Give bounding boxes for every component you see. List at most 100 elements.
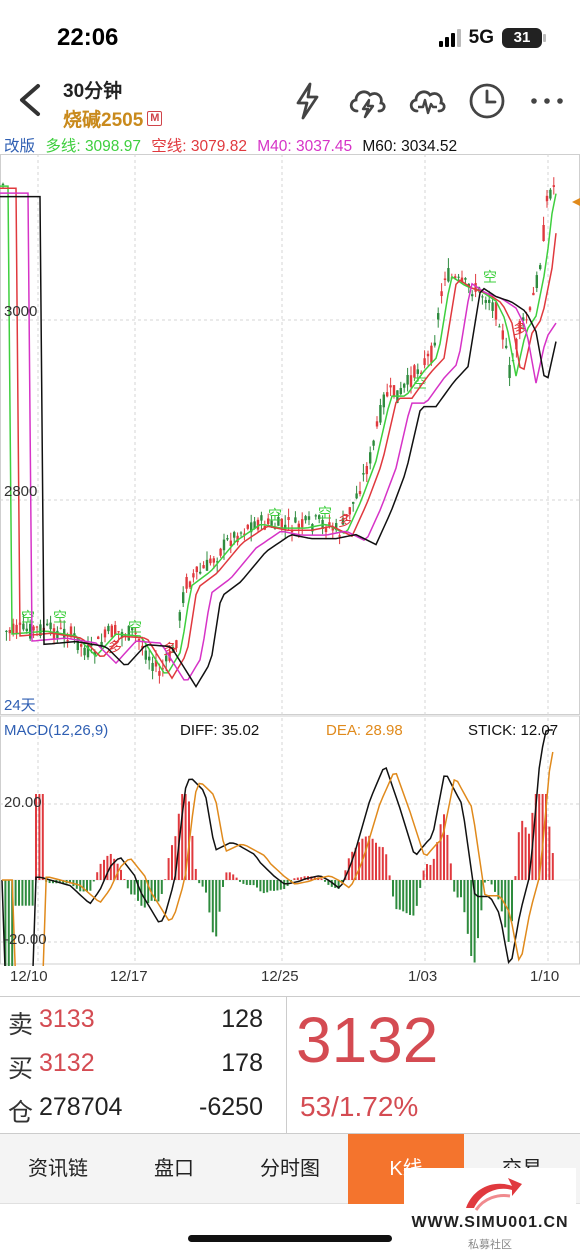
candle-body	[430, 345, 433, 363]
macd-label: MACD(12,26,9)	[4, 722, 108, 739]
tab-intraday[interactable]: 分时图	[260, 1158, 320, 1180]
macd-tick-neg20: -20.00	[4, 931, 47, 948]
candle-body	[409, 375, 413, 387]
candle-body	[542, 224, 545, 242]
macd-dea-line	[2, 751, 554, 966]
period-label: 30分钟	[63, 81, 123, 102]
candle-body	[287, 517, 290, 521]
candle-body	[372, 440, 375, 446]
candle-body	[348, 507, 351, 515]
candle-body	[175, 640, 178, 649]
open-interest-row: 仓 278704 -6250	[8, 1093, 263, 1127]
candle-body	[545, 195, 549, 202]
candle-body	[471, 294, 474, 297]
candle-body	[117, 631, 120, 633]
cloud-lightning-icon[interactable]	[346, 80, 388, 122]
candle-body	[318, 515, 321, 520]
chart-mode-label[interactable]: 改版	[4, 138, 36, 154]
trade-marker: 空	[53, 610, 67, 626]
candle-body	[127, 625, 130, 641]
macd-stick: STICK: 12.07	[468, 722, 558, 739]
candle-body	[433, 342, 436, 346]
candle-body	[233, 532, 236, 538]
quote-panel: 卖 3133 128 买 3132 178 仓 278704 -6250 313…	[0, 996, 580, 1134]
lightning-icon[interactable]	[286, 80, 328, 122]
candle-body	[437, 313, 440, 320]
tab-order-book[interactable]: 盘口	[154, 1158, 194, 1180]
open-interest-change: -6250	[199, 1093, 263, 1121]
macd-tick-20: 20.00	[4, 794, 42, 811]
candle-body	[100, 641, 103, 648]
candle-body	[192, 573, 195, 578]
candle-body	[338, 535, 341, 537]
candle-body	[212, 558, 215, 563]
candle-body	[202, 565, 205, 569]
period-count-label: 24天	[4, 697, 36, 714]
candle-body	[148, 656, 151, 661]
candle-body	[369, 452, 372, 464]
candle-body	[280, 518, 283, 529]
candle-body	[518, 320, 521, 333]
candle-body	[236, 535, 239, 543]
kline-chart[interactable]: 空空空空 空空空多 多多多 3000 2800 24天 MACD(12,26,9) …	[0, 154, 580, 966]
candle-body	[239, 532, 243, 534]
candle-body	[307, 516, 311, 520]
order-book: 卖 3133 128 买 3132 178 仓 278704 -6250	[0, 997, 287, 1133]
candle-body	[260, 515, 263, 521]
candle-body	[226, 538, 229, 540]
candle-body	[494, 302, 498, 320]
candle-body	[304, 516, 307, 521]
candle-body	[165, 655, 168, 662]
home-indicator[interactable]	[188, 1235, 392, 1242]
candle-body	[250, 522, 253, 533]
candle-body	[413, 365, 416, 378]
candle-body	[498, 326, 501, 328]
candle-body	[199, 571, 202, 574]
ma-legend-m40: M40: 3037.45	[257, 138, 353, 154]
clock-icon[interactable]	[466, 80, 508, 122]
candle-body	[46, 623, 49, 626]
tab-news-chain[interactable]: 资讯链	[28, 1158, 88, 1180]
price-change: 53/1.72%	[300, 1091, 419, 1122]
candle-body	[222, 539, 226, 551]
macd-panel	[0, 729, 580, 966]
candle-body	[324, 528, 328, 533]
buy-row[interactable]: 买 3132 178	[8, 1049, 263, 1083]
candle-body	[216, 561, 219, 563]
candle-body	[270, 520, 273, 526]
candle-body	[528, 307, 532, 311]
candle-body	[267, 518, 270, 524]
contract-name: 烧碱2505 M	[63, 105, 163, 132]
sell-row[interactable]: 卖 3133 128	[8, 1005, 263, 1039]
candle-body	[301, 519, 304, 528]
ma-short-line	[0, 187, 557, 680]
candle-body	[97, 636, 100, 640]
macd-panel-border	[0, 715, 580, 965]
battery-icon: 31	[502, 28, 546, 48]
candle-body	[294, 517, 297, 523]
candle-body	[379, 405, 382, 423]
cloud-chart-icon[interactable]	[406, 80, 448, 122]
sell-price: 3133	[39, 1005, 95, 1033]
trade-marker: 空	[128, 620, 142, 636]
ma-legend: 改版 多线: 3098.97 空线: 3079.82 M40: 3037.45 …	[0, 134, 580, 154]
ma-long-line	[0, 185, 557, 674]
candle-body	[15, 624, 18, 635]
candle-body	[73, 633, 76, 637]
back-chevron-icon[interactable]	[12, 80, 48, 120]
trade-marker: 空	[318, 506, 332, 522]
date-label: 12/10	[10, 968, 48, 985]
candle-body	[399, 387, 402, 395]
trade-marker: 多	[513, 321, 527, 338]
macd-diff-line	[1, 729, 553, 966]
status-indicators: 5G 31	[438, 26, 546, 50]
title-block[interactable]: 30分钟 烧碱2505 M	[63, 76, 163, 132]
nav-actions	[286, 80, 568, 122]
candle-body	[335, 523, 338, 531]
candle-body	[423, 358, 426, 366]
candlestick-series: 空空空空 空空空多 多多多	[1, 177, 555, 684]
ma-m60-line	[0, 195, 557, 689]
candle-body	[365, 465, 368, 475]
more-icon[interactable]	[526, 80, 568, 122]
candle-body	[501, 330, 504, 340]
